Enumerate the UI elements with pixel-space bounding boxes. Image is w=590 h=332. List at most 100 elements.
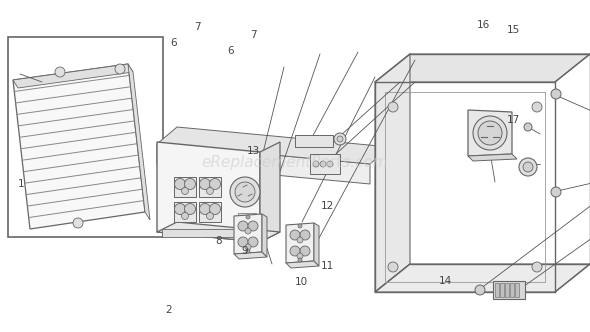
Bar bbox=[174, 202, 196, 222]
Circle shape bbox=[300, 246, 310, 256]
Polygon shape bbox=[157, 142, 260, 242]
Text: 11: 11 bbox=[321, 261, 334, 271]
Polygon shape bbox=[234, 214, 262, 254]
Text: 9: 9 bbox=[241, 246, 248, 256]
Text: 8: 8 bbox=[215, 236, 222, 246]
Circle shape bbox=[185, 204, 195, 214]
Bar bbox=[162, 229, 255, 237]
Bar bbox=[199, 177, 221, 197]
Circle shape bbox=[246, 249, 250, 253]
Circle shape bbox=[337, 136, 343, 142]
Circle shape bbox=[206, 212, 214, 219]
Circle shape bbox=[298, 258, 302, 262]
Circle shape bbox=[238, 237, 248, 247]
Circle shape bbox=[298, 224, 302, 228]
Circle shape bbox=[206, 188, 214, 195]
Circle shape bbox=[388, 102, 398, 112]
Polygon shape bbox=[157, 222, 280, 242]
Circle shape bbox=[290, 230, 300, 240]
Circle shape bbox=[551, 89, 561, 99]
Text: 2: 2 bbox=[165, 305, 172, 315]
Circle shape bbox=[235, 182, 255, 202]
Circle shape bbox=[199, 204, 211, 214]
Bar bbox=[515, 283, 519, 297]
Circle shape bbox=[551, 187, 561, 197]
Circle shape bbox=[199, 179, 211, 190]
Bar bbox=[495, 283, 499, 297]
Circle shape bbox=[185, 179, 195, 190]
Polygon shape bbox=[13, 64, 145, 229]
Polygon shape bbox=[157, 127, 390, 164]
Bar bbox=[310, 154, 340, 174]
Text: 7: 7 bbox=[250, 30, 257, 40]
Circle shape bbox=[175, 179, 185, 190]
Circle shape bbox=[475, 285, 485, 295]
Text: 1: 1 bbox=[17, 179, 24, 189]
Text: 10: 10 bbox=[294, 277, 307, 287]
Circle shape bbox=[334, 133, 346, 145]
Circle shape bbox=[524, 123, 532, 131]
Circle shape bbox=[245, 244, 251, 250]
Circle shape bbox=[182, 188, 188, 195]
Text: 6: 6 bbox=[227, 46, 234, 56]
Text: 14: 14 bbox=[439, 276, 452, 286]
Circle shape bbox=[297, 237, 303, 243]
Text: 17: 17 bbox=[507, 115, 520, 124]
Circle shape bbox=[523, 162, 533, 172]
Bar bbox=[238, 224, 256, 232]
Circle shape bbox=[175, 204, 185, 214]
Bar bbox=[238, 213, 256, 221]
Polygon shape bbox=[157, 144, 268, 175]
Text: 15: 15 bbox=[507, 25, 520, 35]
Circle shape bbox=[246, 215, 250, 219]
Circle shape bbox=[245, 228, 251, 234]
Bar bbox=[174, 177, 196, 197]
Circle shape bbox=[290, 246, 300, 256]
Bar bbox=[510, 283, 514, 297]
Bar bbox=[500, 283, 504, 297]
Bar bbox=[505, 283, 509, 297]
Text: 6: 6 bbox=[171, 38, 178, 48]
Polygon shape bbox=[260, 142, 280, 242]
Polygon shape bbox=[13, 64, 133, 88]
Polygon shape bbox=[234, 252, 267, 259]
Circle shape bbox=[238, 221, 248, 231]
Circle shape bbox=[478, 121, 502, 145]
Polygon shape bbox=[157, 144, 370, 184]
Bar bbox=[295, 135, 333, 147]
Bar bbox=[493, 281, 525, 299]
Bar bbox=[199, 202, 221, 222]
Polygon shape bbox=[468, 154, 517, 161]
Circle shape bbox=[73, 218, 83, 228]
Circle shape bbox=[532, 262, 542, 272]
Polygon shape bbox=[375, 54, 590, 82]
Circle shape bbox=[182, 212, 188, 219]
Circle shape bbox=[532, 102, 542, 112]
Polygon shape bbox=[128, 64, 150, 220]
Polygon shape bbox=[286, 261, 319, 268]
Circle shape bbox=[209, 179, 221, 190]
Circle shape bbox=[388, 262, 398, 272]
Polygon shape bbox=[262, 214, 267, 257]
Text: 12: 12 bbox=[321, 201, 334, 211]
Circle shape bbox=[473, 116, 507, 150]
Text: 13: 13 bbox=[247, 146, 260, 156]
Circle shape bbox=[297, 253, 303, 259]
Circle shape bbox=[519, 158, 537, 176]
Circle shape bbox=[327, 161, 333, 167]
Circle shape bbox=[115, 64, 125, 74]
Polygon shape bbox=[375, 54, 410, 292]
Circle shape bbox=[248, 237, 258, 247]
Circle shape bbox=[230, 177, 260, 207]
Text: eReplacementParts.com: eReplacementParts.com bbox=[202, 154, 388, 170]
Circle shape bbox=[320, 161, 326, 167]
Circle shape bbox=[209, 204, 221, 214]
Bar bbox=[8, 37, 163, 237]
Polygon shape bbox=[314, 223, 319, 266]
Text: 16: 16 bbox=[477, 20, 490, 30]
Circle shape bbox=[248, 221, 258, 231]
Circle shape bbox=[55, 67, 65, 77]
Circle shape bbox=[313, 161, 319, 167]
Text: 7: 7 bbox=[194, 22, 201, 32]
Polygon shape bbox=[375, 264, 590, 292]
